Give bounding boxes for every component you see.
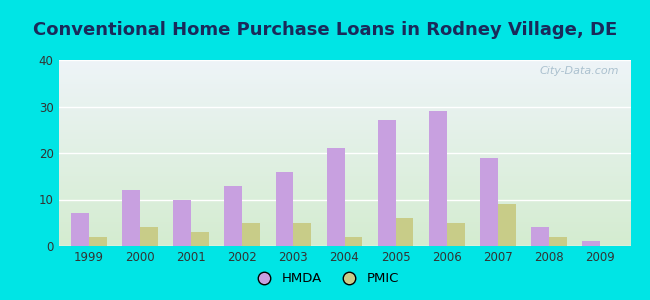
Text: City-Data.com: City-Data.com (540, 66, 619, 76)
Bar (344, 237, 363, 246)
Bar (293, 223, 311, 246)
Bar (89, 237, 107, 246)
Bar (549, 237, 567, 246)
Bar (72, 214, 89, 246)
Bar (191, 232, 209, 246)
Bar (531, 227, 549, 246)
Bar (429, 111, 447, 246)
Legend: HMDA, PMIC: HMDA, PMIC (245, 267, 405, 290)
Bar (480, 158, 498, 246)
Bar (242, 223, 260, 246)
Bar (582, 241, 600, 246)
Bar (447, 223, 465, 246)
Text: Conventional Home Purchase Loans in Rodney Village, DE: Conventional Home Purchase Loans in Rodn… (33, 21, 617, 39)
Bar (174, 200, 191, 246)
Bar (326, 148, 344, 246)
Bar (378, 120, 396, 246)
Bar (140, 227, 158, 246)
Bar (276, 172, 293, 246)
Bar (224, 185, 242, 246)
Bar (498, 204, 515, 246)
Bar (396, 218, 413, 246)
Bar (122, 190, 140, 246)
